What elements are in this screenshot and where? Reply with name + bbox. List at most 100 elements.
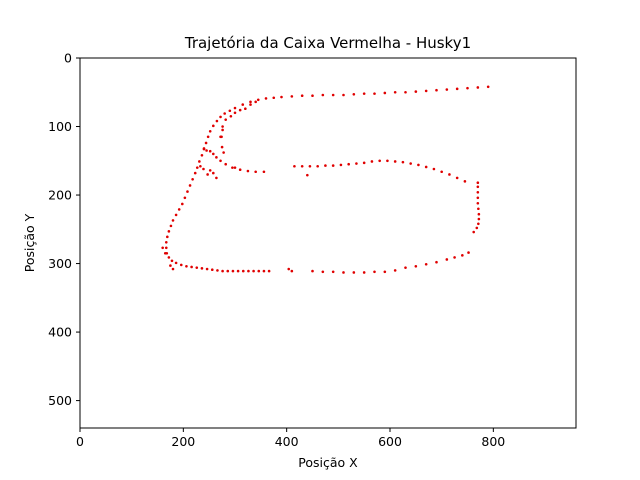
- data-point: [476, 196, 480, 200]
- data-point: [393, 90, 397, 94]
- data-point: [231, 269, 235, 273]
- data-point: [383, 91, 387, 95]
- x-axis-ticks: 0 200 400 600 800: [76, 428, 505, 449]
- data-point: [455, 87, 459, 91]
- data-point: [262, 269, 266, 273]
- data-point: [476, 86, 480, 89]
- data-point: [475, 226, 479, 230]
- data-point: [228, 109, 232, 113]
- data-point: [272, 96, 276, 100]
- data-point: [190, 265, 193, 269]
- data-point: [287, 267, 291, 271]
- data-point: [200, 154, 204, 157]
- data-point: [210, 268, 214, 272]
- x-tick-label: 800: [481, 434, 505, 449]
- data-point: [324, 164, 327, 167]
- data-point: [257, 269, 261, 273]
- data-point: [476, 181, 480, 184]
- data-point: [435, 260, 438, 264]
- data-point: [186, 190, 189, 193]
- data-point: [219, 159, 222, 163]
- data-point: [241, 269, 245, 273]
- data-point: [331, 93, 335, 97]
- data-point: [231, 166, 234, 169]
- data-point: [183, 196, 187, 200]
- data-points: [161, 85, 490, 274]
- data-point: [414, 265, 418, 268]
- data-point: [169, 224, 173, 228]
- data-point: [229, 114, 233, 118]
- data-point: [208, 130, 212, 133]
- data-point: [476, 191, 480, 194]
- data-point: [393, 160, 397, 163]
- data-point: [404, 90, 407, 94]
- data-point: [293, 164, 296, 168]
- data-point: [215, 119, 219, 123]
- data-point: [477, 207, 480, 211]
- y-tick-label: 300: [48, 256, 72, 271]
- data-point: [254, 100, 257, 104]
- data-point: [219, 115, 222, 119]
- data-point: [300, 94, 304, 97]
- data-point: [370, 160, 374, 163]
- y-axis-ticks: 0 100 200 300 400 500: [48, 51, 80, 408]
- data-point: [233, 111, 237, 115]
- data-point: [164, 241, 168, 244]
- data-point: [169, 264, 172, 267]
- data-point: [204, 141, 208, 145]
- data-point: [355, 162, 358, 165]
- data-point: [221, 269, 224, 273]
- data-point: [167, 256, 171, 259]
- data-point: [352, 93, 356, 96]
- data-point: [440, 170, 443, 174]
- data-point: [179, 263, 183, 267]
- data-point: [170, 259, 174, 263]
- data-point: [246, 169, 250, 173]
- x-tick-label: 0: [76, 434, 84, 449]
- data-point: [215, 156, 218, 159]
- y-tick-label: 100: [48, 119, 72, 134]
- data-point: [244, 107, 247, 110]
- x-axis-label: Posição X: [298, 455, 358, 470]
- data-point: [188, 184, 192, 187]
- data-point: [224, 162, 227, 166]
- data-point: [414, 90, 418, 93]
- data-point: [461, 254, 464, 257]
- y-axis-label: Posição Y: [22, 213, 37, 272]
- x-tick-label: 600: [378, 434, 402, 449]
- data-point: [477, 212, 481, 216]
- data-point: [171, 219, 175, 222]
- data-point: [205, 267, 209, 271]
- data-point: [321, 93, 325, 97]
- data-point: [177, 208, 181, 211]
- data-point: [386, 159, 389, 163]
- data-point: [222, 151, 225, 154]
- data-point: [193, 171, 197, 175]
- data-point: [221, 128, 224, 132]
- data-point: [445, 258, 449, 261]
- data-point: [249, 100, 252, 104]
- data-point: [163, 251, 167, 255]
- data-point: [215, 176, 218, 180]
- data-point: [424, 89, 428, 93]
- data-point: [233, 106, 237, 110]
- data-point: [212, 171, 215, 175]
- data-point: [300, 164, 304, 168]
- data-point: [224, 118, 227, 121]
- data-point: [306, 173, 309, 177]
- y-tick-label: 500: [48, 393, 72, 408]
- data-point: [445, 88, 449, 91]
- data-point: [238, 108, 242, 112]
- data-point: [212, 152, 215, 156]
- data-point: [247, 269, 250, 273]
- data-point: [181, 202, 184, 206]
- data-point: [347, 162, 350, 166]
- data-point: [455, 176, 459, 180]
- data-point: [453, 256, 456, 259]
- data-point: [185, 265, 188, 268]
- data-point: [417, 163, 420, 167]
- data-point: [212, 124, 215, 128]
- data-point: [191, 177, 194, 181]
- data-point: [238, 168, 242, 171]
- data-point: [252, 269, 255, 273]
